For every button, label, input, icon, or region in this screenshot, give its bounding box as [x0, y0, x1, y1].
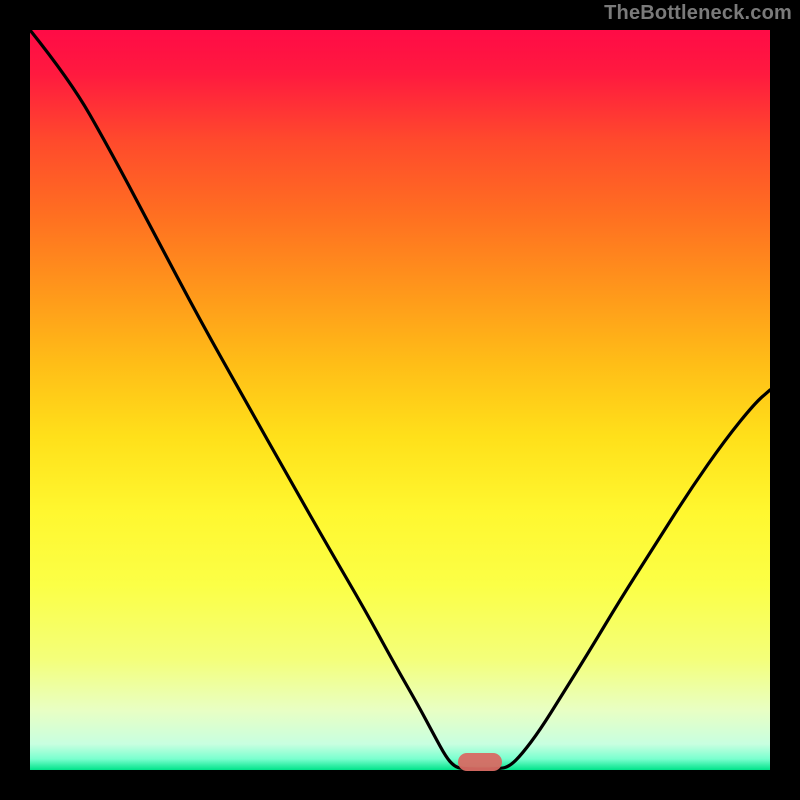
bottleneck-chart: [0, 0, 800, 800]
gradient-plot-area: [30, 30, 770, 770]
optimal-marker: [458, 753, 502, 771]
chart-container: TheBottleneck.com: [0, 0, 800, 800]
